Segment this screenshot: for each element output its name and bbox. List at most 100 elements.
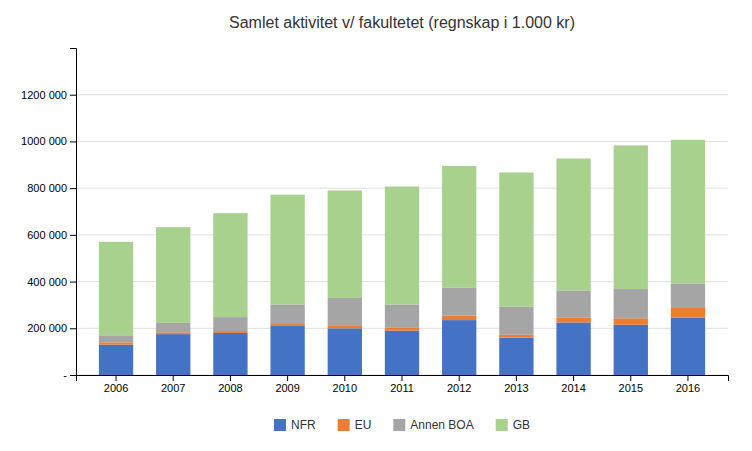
plot: -200 000400 000600 000800 0001000 000120… [21, 49, 728, 394]
x-tick: 2009 [275, 375, 299, 394]
x-tick: 2015 [619, 375, 643, 394]
x-tick: 2014 [561, 375, 585, 394]
chart: -200 000400 000600 000800 0001000 000120… [0, 0, 752, 451]
legend: NFR EU Annen BOA GB [274, 418, 530, 432]
tick-label: 2012 [447, 382, 471, 394]
tick-mark [70, 235, 76, 236]
axis-domain [70, 49, 77, 376]
tick-mark [70, 141, 76, 142]
tick-label: 2010 [333, 382, 357, 394]
tick-mark [573, 375, 574, 381]
bar [156, 334, 190, 375]
bar [671, 318, 705, 375]
bar [270, 304, 304, 323]
legend-label: GB [513, 418, 530, 432]
bar [671, 283, 705, 308]
tick-label: 2006 [104, 382, 128, 394]
bar [499, 172, 533, 306]
bar [99, 242, 133, 335]
grid-line [76, 94, 728, 95]
x-tick: 2010 [333, 375, 357, 394]
bar [213, 213, 247, 317]
bar [213, 333, 247, 375]
legend-item: NFR [274, 418, 316, 432]
y-tick: 1000 000 [21, 135, 76, 147]
bar [213, 331, 247, 333]
tick-mark [116, 375, 117, 381]
legend-item: EU [338, 418, 372, 432]
bar [442, 287, 476, 315]
bar [328, 190, 362, 297]
bar [156, 227, 190, 323]
tick-label: 2013 [504, 382, 528, 394]
legend-label: NFR [291, 418, 316, 432]
tick-mark [70, 95, 76, 96]
bar [671, 140, 705, 284]
x-tick: 2016 [676, 375, 700, 394]
bar [385, 187, 419, 305]
legend-swatch [393, 419, 405, 431]
tick-mark [344, 375, 345, 381]
bar [556, 290, 590, 317]
legend-label: Annen BOA [410, 418, 473, 432]
tick-label: 2015 [619, 382, 643, 394]
x-tick: 2013 [504, 375, 528, 394]
tick-mark [402, 375, 403, 381]
y-tick: 1200 000 [21, 89, 76, 101]
x-tick: 2012 [447, 375, 471, 394]
tick-label: 2007 [161, 382, 185, 394]
grid [76, 95, 728, 375]
y-tick: - [63, 369, 76, 381]
bar [99, 342, 133, 344]
bar [270, 323, 304, 326]
tick-label: 800 000 [27, 182, 67, 194]
tick-mark [687, 375, 688, 381]
x-axis: 2006 2007 2008 2009 2010 2011 2012 2013 2014 2015… [77, 375, 729, 394]
bar-series [99, 140, 705, 335]
bar [614, 145, 648, 289]
tick-label: 2011 [390, 382, 414, 394]
tick-label: 200 000 [27, 322, 67, 334]
bar [328, 328, 362, 375]
axis-domain [77, 376, 729, 382]
grid-line [76, 141, 728, 142]
tick-label: - [63, 369, 67, 381]
bar [499, 335, 533, 338]
tick-label: 2008 [218, 382, 242, 394]
y-tick: 200 000 [27, 322, 76, 334]
x-tick: 2007 [161, 375, 185, 394]
title: Samlet aktivitet v/ fakultetet (regnskap… [229, 14, 575, 31]
bar [270, 326, 304, 375]
tick-label: 2009 [275, 382, 299, 394]
bar [328, 298, 362, 326]
bar [442, 320, 476, 375]
bar [99, 335, 133, 342]
bar [671, 308, 705, 318]
bar [385, 331, 419, 375]
x-tick: 2006 [104, 375, 128, 394]
bars [99, 140, 705, 375]
bar [614, 318, 648, 325]
tick-label: 2014 [561, 382, 585, 394]
tick-mark [287, 375, 288, 381]
legend-item: Annen BOA [393, 418, 473, 432]
tick-mark [459, 375, 460, 381]
tick-label: 2016 [676, 382, 700, 394]
bar [442, 166, 476, 287]
tick-mark [70, 375, 76, 376]
tick-mark [70, 282, 76, 283]
bar [99, 345, 133, 375]
y-tick: 800 000 [27, 182, 76, 194]
legend-label: EU [355, 418, 372, 432]
x-tick: 2011 [390, 375, 414, 394]
bar [270, 195, 304, 305]
tick-label: 600 000 [27, 229, 67, 241]
tick-mark [630, 375, 631, 381]
legend-swatch [274, 419, 286, 431]
tick-label: 1000 000 [21, 135, 67, 147]
bar [614, 325, 648, 375]
bar [442, 315, 476, 320]
bar [556, 317, 590, 322]
tick-label: 1200 000 [21, 89, 67, 101]
bar [213, 317, 247, 331]
